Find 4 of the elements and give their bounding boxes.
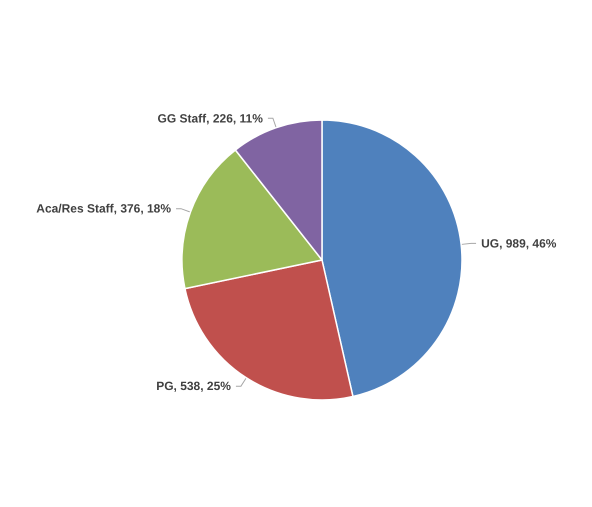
slice-label: UG, 989, 46% [481,236,557,250]
slice-label: PG, 538, 25% [156,379,232,394]
slice-label: Aca/Res Staff, 376, 18% [36,202,172,216]
slice-label: GG Staff, 226, 11% [158,111,264,126]
